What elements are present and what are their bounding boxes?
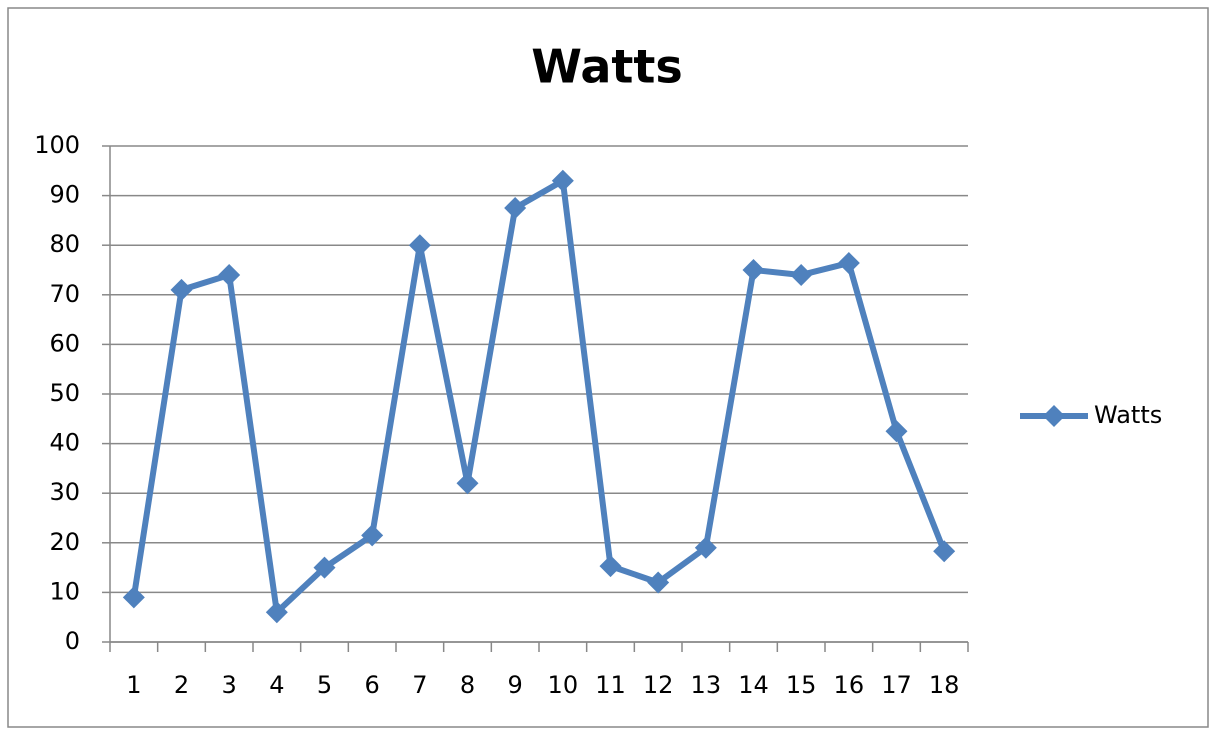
data-point bbox=[885, 420, 908, 443]
data-point bbox=[170, 278, 193, 301]
chart-frame bbox=[7, 7, 1209, 728]
x-tick-label: 9 bbox=[508, 671, 523, 699]
x-tick-label: 10 bbox=[548, 671, 579, 699]
y-tick-label: 10 bbox=[49, 577, 80, 605]
y-tick-label: 80 bbox=[49, 230, 80, 258]
x-tick-label: 5 bbox=[317, 671, 332, 699]
x-tick-label: 7 bbox=[412, 671, 427, 699]
x-tick-label: 4 bbox=[269, 671, 284, 699]
data-point bbox=[218, 263, 241, 286]
y-tick-label: 90 bbox=[49, 181, 80, 209]
chart-title: Watts bbox=[531, 40, 683, 94]
x-tick-label: 15 bbox=[786, 671, 817, 699]
y-tick-label: 30 bbox=[49, 478, 80, 506]
data-point bbox=[790, 263, 813, 286]
legend-label: Watts bbox=[1094, 401, 1162, 429]
data-point bbox=[694, 536, 717, 559]
y-tick-label: 0 bbox=[65, 627, 80, 655]
x-tick-label: 12 bbox=[643, 671, 674, 699]
legend-marker bbox=[1043, 405, 1065, 427]
x-tick-label: 17 bbox=[881, 671, 912, 699]
y-tick-label: 60 bbox=[49, 329, 80, 357]
y-tick-label: 20 bbox=[49, 528, 80, 556]
data-point bbox=[551, 169, 574, 192]
data-point bbox=[504, 197, 527, 219]
data-point bbox=[456, 472, 479, 495]
y-tick-label: 100 bbox=[34, 131, 80, 159]
data-point bbox=[647, 571, 670, 594]
y-tick-label: 70 bbox=[49, 280, 80, 308]
data-point bbox=[742, 259, 765, 281]
x-tick-label: 8 bbox=[460, 671, 475, 699]
x-tick-label: 1 bbox=[126, 671, 141, 699]
y-tick-label: 50 bbox=[49, 379, 80, 407]
x-tick-label: 2 bbox=[174, 671, 189, 699]
data-point bbox=[313, 556, 336, 579]
data-point bbox=[265, 601, 288, 624]
x-tick-label: 11 bbox=[595, 671, 626, 699]
data-point bbox=[408, 234, 431, 257]
x-tick-label: 14 bbox=[738, 671, 769, 699]
x-tick-label: 16 bbox=[834, 671, 865, 699]
data-point bbox=[361, 524, 384, 547]
x-tick-label: 13 bbox=[691, 671, 722, 699]
data-point bbox=[837, 252, 860, 275]
x-tick-label: 6 bbox=[365, 671, 380, 699]
data-point bbox=[599, 555, 622, 578]
data-point bbox=[933, 540, 956, 563]
x-tick-label: 3 bbox=[222, 671, 237, 699]
x-tick-label: 18 bbox=[929, 671, 960, 699]
data-point bbox=[122, 586, 145, 609]
y-tick-label: 40 bbox=[49, 429, 80, 457]
